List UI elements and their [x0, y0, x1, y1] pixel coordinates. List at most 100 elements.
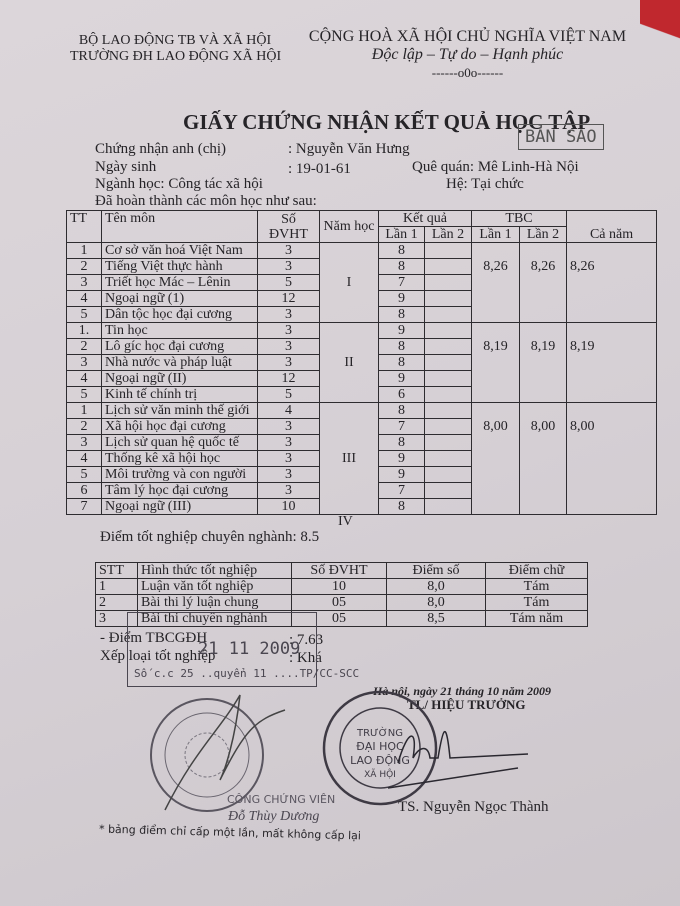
result-attempt2 [424, 466, 472, 483]
course-index: 3 [66, 274, 102, 291]
graduation-credits: 10 [291, 578, 387, 595]
course-name: Thống kê xã hội học [101, 450, 258, 467]
course-index: 7 [66, 498, 102, 515]
result-attempt1: 8 [378, 338, 425, 355]
result-attempt1: 8 [378, 258, 425, 275]
graduation-header: Điểm số [386, 562, 486, 579]
graduation-score: 8,0 [386, 594, 486, 611]
tbc-attempt1: 8,00 [471, 402, 520, 515]
course-row: 1 Lịch sử văn minh thế giới 4 III 8 8,00 8,00 8… [66, 402, 658, 515]
result-attempt2 [424, 450, 472, 467]
course-credits: 3 [257, 434, 320, 451]
table-subheader-row: Lần 1 Lần 2 Lần 1 Lần 2 [67, 226, 657, 243]
notary-number: Số c.c 25 ..quyển 11 ....TP/CC-SCC [134, 667, 360, 680]
gpa-label: - Điểm TBCGĐH [100, 630, 208, 646]
country-name: CỘNG HOÀ XÃ HỘI CHỦ NGHĨA VIỆT NAM [308, 28, 627, 45]
graduation-row: 1 Luận văn tốt nghiệp 10 8,0 Tám [95, 578, 588, 595]
svg-text:LAO ĐỘNG: LAO ĐỘNG [350, 754, 410, 767]
result-attempt1: 8 [378, 242, 425, 259]
header-tbc-attempt1: Lần 1 [471, 226, 520, 243]
school-seal: TRƯỜNG ĐẠI HỌC LAO ĐỘNG XÃ HỘI [322, 690, 529, 806]
result-attempt1: 7 [378, 274, 425, 291]
header-tt: TT [66, 210, 102, 243]
full-year-average: 8,26 [566, 242, 658, 323]
graduation-header: Hình thức tốt nghiệp [137, 562, 292, 579]
course-name: Lô gíc học đại cương [101, 338, 258, 355]
course-index: 5 [66, 386, 102, 403]
notary-signature [164, 694, 286, 811]
course-credits: 3 [257, 258, 320, 275]
result-attempt1: 9 [378, 450, 425, 467]
course-index: 2 [66, 258, 102, 275]
course-name: Nhà nước và pháp luật [101, 354, 258, 371]
table-header-row: TT Tên môn Số ĐVHT Năm học Kết quả TBC C… [66, 210, 658, 243]
tbc-attempt2: 8,26 [518, 242, 568, 323]
intro-text: Đã hoàn thành các môn học như sau: [95, 193, 317, 209]
course-row: 6 Tâm lý học đại cương 3 7 [66, 482, 657, 499]
signer-name: TS. Nguyễn Ngọc Thành [398, 799, 549, 815]
course-credits: 3 [257, 482, 320, 499]
course-name: Lịch sử văn minh thế giới [101, 402, 258, 419]
course-row: 5 Kinh tế chính trị 5 6 [66, 386, 657, 403]
graduation-row: 2 Bài thi lý luận chung 05 8,0 Tám [95, 594, 588, 611]
graduation-credits: 05 [291, 594, 387, 611]
graduation-form: Luận văn tốt nghiệp [137, 578, 292, 595]
result-attempt2 [424, 306, 472, 323]
result-attempt2 [424, 402, 472, 419]
course-row: 1 Cơ sở văn hoá Việt Nam 3 I 8 8,26 8,26 8,26 [66, 242, 658, 323]
signer-role: TL/ HIỆU TRƯỞNG [407, 697, 526, 712]
course-credits: 3 [257, 354, 320, 371]
issuer-header: BỘ LAO ĐỘNG TB VÀ XÃ HỘI TRƯỜNG ĐH LAO Đ… [70, 33, 282, 65]
tbc-attempt1: 8,26 [471, 242, 520, 323]
course-index: 6 [66, 482, 102, 499]
graduation-credits: 05 [291, 610, 387, 627]
result-attempt1: 9 [378, 290, 425, 307]
result-attempt2 [424, 258, 472, 275]
result-attempt1: 9 [378, 370, 425, 387]
header-result-attempt1: Lần 1 [378, 226, 425, 243]
tbc-attempt1: 8,19 [471, 322, 520, 403]
course-name: Tâm lý học đại cương [101, 482, 258, 499]
ministry-name: BỘ LAO ĐỘNG TB VÀ XÃ HỘI [78, 33, 272, 48]
course-name: Ngoại ngữ (1) [101, 290, 258, 307]
course-row: 1. Tin học 3 II 9 8,19 8,19 8,19 [66, 322, 658, 403]
dob-value: : 19-01-61 [288, 161, 351, 177]
course-index: 5 [66, 306, 102, 323]
course-credits: 3 [257, 306, 320, 323]
course-index: 3 [66, 354, 102, 371]
svg-text:XÃ HỘI: XÃ HỘI [364, 768, 396, 780]
tbc-attempt2: 8,00 [518, 402, 568, 515]
major-graduation-score: Điểm tốt nghiệp chuyên nghành: 8.5 [100, 529, 320, 545]
school-name: TRƯỜNG ĐH LAO ĐỘNG XÃ HỘI [70, 49, 282, 64]
course-index: 1 [66, 402, 102, 419]
result-attempt2 [424, 498, 472, 515]
rank-label: Xếp loại tốt nghiệp [100, 648, 216, 664]
result-attempt1: 9 [378, 322, 425, 339]
result-attempt2 [424, 434, 472, 451]
graduation-header: STT [95, 562, 138, 579]
course-credits: 12 [257, 290, 320, 307]
major: Ngành học: Công tác xã hội [95, 176, 263, 192]
academic-year: II [319, 322, 379, 403]
course-name: Ngoại ngữ (II) [101, 370, 258, 387]
graduation-score-words: Tám [485, 578, 588, 595]
academic-year: I [319, 242, 379, 323]
course-credits: 3 [257, 322, 320, 339]
course-name: Xã hội học đại cương [101, 418, 258, 435]
full-year-average: 8,00 [566, 402, 658, 515]
red-background-corner [640, 0, 680, 80]
gpa-value: : 7.63 [289, 632, 324, 648]
course-index: 1. [66, 322, 102, 339]
course-row: 3 Lịch sử quan hệ quốc tế 3 8 [66, 434, 657, 451]
graduation-form: Bài thi chuyên nghành [137, 610, 292, 627]
national-header: CỘNG HOÀ XÃ HỘI CHỦ NGHĨA VIỆT NAM Độc l… [305, 28, 630, 82]
graduation-row: 3 Bài thi chuyên nghành 05 8,5 Tám năm [95, 610, 588, 627]
notary-date: 21 11 2009 [198, 639, 301, 659]
copy-stamp: BẢN SAO [518, 124, 604, 150]
course-row: 7 Ngoại ngữ (III) 10 8 [66, 498, 657, 515]
graduation-header: Số ĐVHT [291, 562, 387, 579]
course-name: Tin học [101, 322, 258, 339]
notary-name: Đỗ Thùy Dương [228, 809, 320, 824]
result-attempt2 [424, 370, 472, 387]
course-credits: 3 [257, 418, 320, 435]
